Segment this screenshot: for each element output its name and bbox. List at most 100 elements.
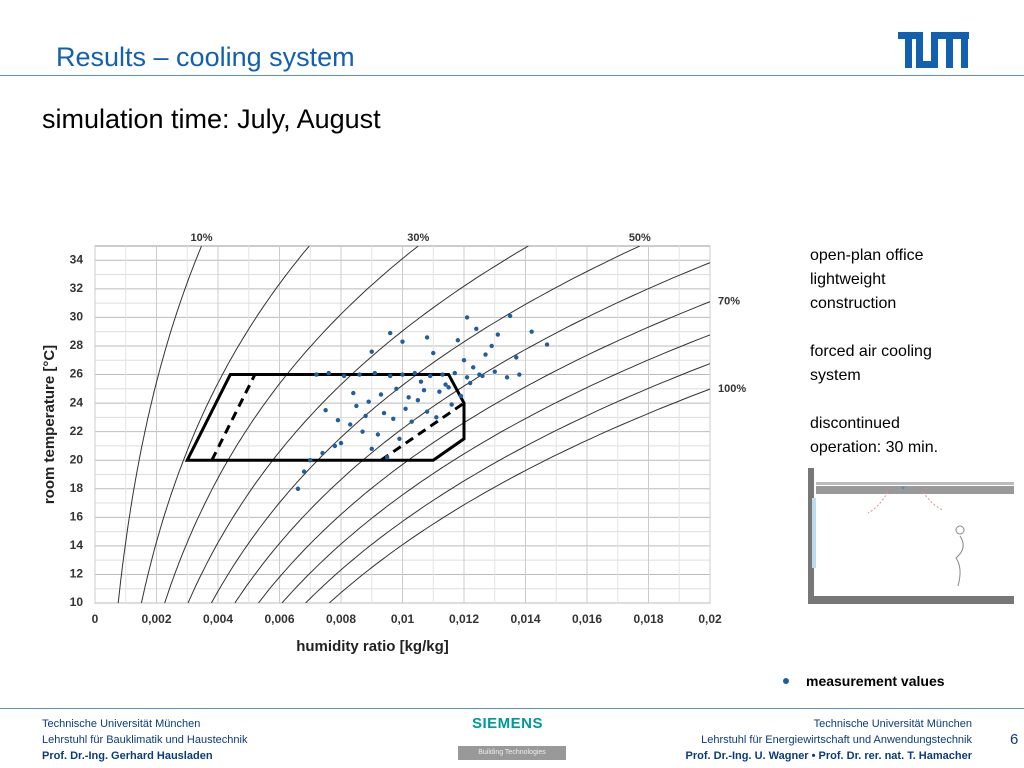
comfort-dashed: [210, 373, 257, 461]
footer-text: Technische Universität München: [813, 718, 972, 730]
footer-text: Lehrstuhl für Bauklimatik und Haustechni…: [42, 734, 248, 746]
x-tick-label: 0,01: [391, 612, 415, 626]
data-point: [437, 389, 442, 394]
data-point: [495, 332, 501, 337]
data-point: [431, 350, 436, 356]
data-point: [394, 386, 399, 391]
note-line: lightweight: [810, 271, 886, 288]
data-point: [440, 372, 445, 377]
rh-curve: [140, 246, 310, 603]
y-tick-label: 10: [70, 595, 84, 609]
data-point: [427, 373, 433, 379]
y-tick-label: 34: [70, 252, 84, 266]
data-point: [378, 392, 384, 397]
header-rule: [0, 75, 1024, 76]
data-point: [308, 458, 313, 463]
footer-text: Lehrstuhl für Energiewirtschaft und Anwe…: [701, 734, 972, 746]
footer-rule: [0, 708, 1024, 709]
y-tick-label: 32: [70, 281, 84, 295]
rh-curve: [210, 246, 641, 603]
data-point: [424, 409, 430, 414]
y-tick-label: 24: [70, 395, 84, 409]
rh-label: 50%: [629, 232, 651, 244]
comfort-zone: [184, 373, 466, 462]
chart: 10 12 14 16 18 20 22 24 26 28 30 32 34 0 0,002 0,004 0,0…: [41, 232, 746, 655]
slide-title: Results – cooling system: [56, 42, 355, 72]
data-point: [384, 455, 390, 460]
footer-text: Prof. Dr.-Ing. Gerhard Hausladen: [42, 750, 213, 762]
y-tick-label: 26: [70, 367, 84, 381]
data-point: [397, 436, 402, 441]
data-point: [517, 372, 522, 377]
x-tick-label: 0,014: [510, 612, 540, 626]
data-point: [421, 388, 427, 393]
data-point: [418, 379, 424, 384]
comfort-dashed: [380, 401, 465, 462]
data-point: [388, 373, 393, 379]
x-tick-label: 0,018: [633, 612, 663, 626]
data-point: [446, 385, 451, 390]
data-point: [458, 393, 464, 399]
footer-left: Technische Universität München Lehrstuhl…: [42, 716, 247, 764]
data-point: [341, 373, 347, 379]
y-tick-label: 14: [70, 538, 84, 552]
data-point: [449, 402, 454, 407]
data-point: [326, 370, 331, 376]
note-line: open-plan office: [810, 247, 924, 264]
data-point: [529, 329, 534, 334]
data-point: [357, 372, 362, 377]
rh-label: 30%: [407, 232, 429, 244]
note-line: construction: [810, 295, 897, 312]
x-tick-label: 0,004: [203, 612, 233, 626]
page-number: 6: [1010, 731, 1019, 748]
data-point: [492, 369, 497, 374]
x-tick-label: 0,002: [141, 612, 171, 626]
rh-curve: [164, 246, 419, 603]
y-tick-label: 12: [70, 567, 84, 581]
data-point: [295, 486, 301, 491]
data-point: [332, 443, 338, 449]
tum-logo: [898, 32, 969, 68]
data-point: [415, 398, 421, 403]
rh-curve: [117, 246, 202, 603]
x-tick-label: 0,012: [449, 612, 479, 626]
x-tick-label: 0,008: [326, 612, 356, 626]
data-point: [381, 410, 387, 416]
rh-label: 100%: [718, 383, 746, 395]
data-point: [406, 395, 411, 400]
data-point: [388, 330, 393, 336]
note-line: forced air cooling: [810, 343, 932, 360]
data-point: [320, 450, 325, 456]
rh-curve: [305, 363, 710, 603]
y-tick-label: 20: [70, 452, 84, 466]
rh-curve: [234, 262, 710, 603]
y-tick-label: 22: [70, 424, 84, 438]
data-point: [452, 370, 457, 376]
data-point: [504, 375, 510, 380]
data-point: [366, 399, 371, 404]
subtitle: simulation time: July, August: [42, 104, 381, 134]
data-point: [369, 349, 374, 354]
data-point: [412, 370, 417, 376]
legend-marker: [783, 678, 789, 684]
data-point: [400, 339, 405, 344]
data-point: [400, 372, 405, 377]
x-axis-label: humidity ratio [kg/kg]: [296, 638, 449, 655]
data-point: [351, 390, 356, 396]
data-point: [464, 315, 470, 320]
data-point: [360, 429, 365, 434]
svg-text:*: *: [901, 484, 905, 494]
legend-label: measurement values: [806, 673, 945, 689]
rh-curve: [187, 246, 529, 603]
data-point: [474, 326, 479, 332]
y-tick-label: 28: [70, 338, 84, 352]
y-axis-label: room temperature [°C]: [41, 345, 58, 504]
data-point: [424, 335, 430, 340]
notes: open-plan office lightweight construction f…: [810, 244, 938, 460]
y-tick-label: 16: [70, 509, 84, 523]
data-point: [434, 415, 439, 420]
rh-curve: [328, 388, 710, 603]
data-point: [455, 338, 461, 343]
data-point: [507, 313, 513, 319]
